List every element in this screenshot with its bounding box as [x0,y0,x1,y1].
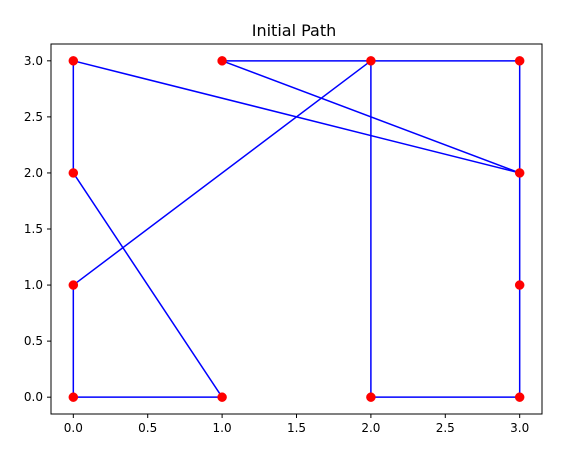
y-tick-label: 3.0 [24,54,43,68]
y-tick-label: 0.0 [24,390,43,404]
y-tick-label: 0.5 [24,334,43,348]
y-tick-label: 1.5 [24,222,43,236]
path-point [515,56,524,65]
x-tick-label: 1.5 [287,421,306,435]
chart-title: Initial Path [252,21,337,40]
path-point [218,56,227,65]
path-point [515,168,524,177]
path-point [218,393,227,402]
path-point [69,281,78,290]
path-point [69,393,78,402]
path-point [366,393,375,402]
path-point [515,281,524,290]
path-point [69,56,78,65]
path-point [69,168,78,177]
y-tick-label: 2.5 [24,110,43,124]
plot-area [51,44,542,414]
x-tick-label: 2.5 [436,421,455,435]
x-tick-label: 0.0 [64,421,83,435]
x-tick-label: 3.0 [510,421,529,435]
x-tick-label: 0.5 [138,421,157,435]
x-tick-label: 2.0 [361,421,380,435]
path-point [366,56,375,65]
path-point [515,393,524,402]
y-tick-label: 2.0 [24,166,43,180]
x-tick-label: 1.0 [213,421,232,435]
y-tick-label: 1.0 [24,278,43,292]
